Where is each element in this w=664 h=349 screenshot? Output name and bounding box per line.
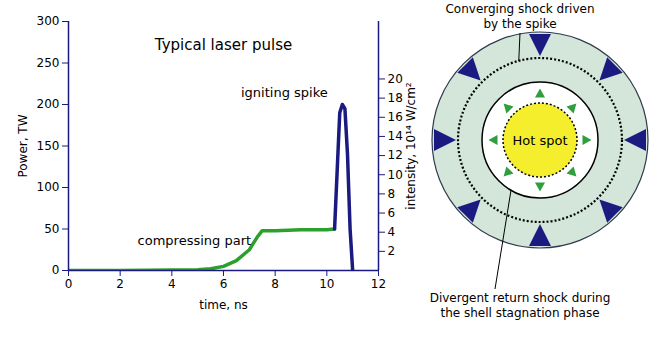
svg-text:18: 18 [388,91,403,105]
svg-text:2: 2 [388,244,396,258]
svg-text:0: 0 [65,277,73,291]
svg-text:Power, TW: Power, TW [16,114,30,177]
svg-text:Hot spot: Hot spot [512,133,567,148]
svg-text:250: 250 [37,56,60,70]
svg-text:50: 50 [44,222,59,236]
svg-text:12: 12 [371,277,386,291]
svg-text:200: 200 [37,97,60,111]
svg-text:Typical laser pulse: Typical laser pulse [154,36,292,54]
svg-text:100: 100 [37,180,60,194]
svg-text:Divergent return shock during: Divergent return shock during [430,291,611,305]
svg-text:intensity, 10¹⁴ W/cm²: intensity, 10¹⁴ W/cm² [404,82,418,210]
svg-text:time, ns: time, ns [199,298,248,312]
svg-text:2: 2 [116,277,124,291]
svg-text:10: 10 [388,168,403,182]
svg-text:igniting spike: igniting spike [241,85,328,100]
svg-text:6: 6 [220,277,228,291]
svg-text:12: 12 [388,148,403,162]
svg-text:10: 10 [319,277,334,291]
svg-text:300: 300 [37,14,60,28]
svg-text:8: 8 [271,277,279,291]
svg-text:4: 4 [168,277,176,291]
svg-text:compressing part: compressing part [138,233,252,248]
svg-text:the shell stagnation phase: the shell stagnation phase [440,306,599,320]
svg-text:0: 0 [52,263,60,277]
svg-text:14: 14 [388,129,403,143]
svg-text:16: 16 [388,110,403,124]
svg-text:150: 150 [37,139,60,153]
svg-text:6: 6 [388,206,396,220]
svg-text:8: 8 [388,187,396,201]
svg-text:Converging shock driven: Converging shock driven [445,2,594,16]
svg-text:by the spike: by the spike [483,17,556,31]
svg-text:4: 4 [388,225,396,239]
svg-text:20: 20 [388,72,403,86]
